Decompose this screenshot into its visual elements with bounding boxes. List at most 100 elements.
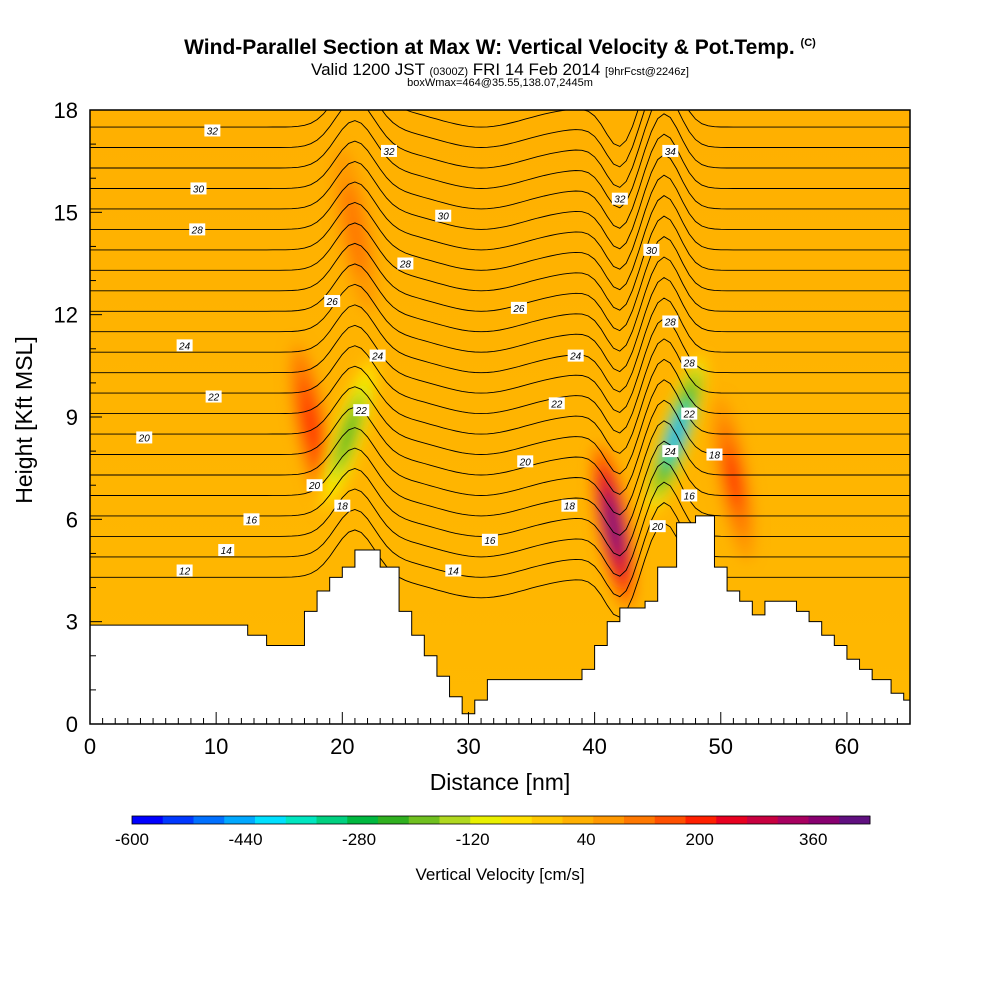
y-tick-label: 18 xyxy=(54,98,78,123)
y-tick-label: 3 xyxy=(66,610,78,635)
colorbar-swatch xyxy=(685,816,717,824)
contour-label-bg xyxy=(611,192,628,205)
contour-label-text: 28 xyxy=(683,358,696,369)
velocity-core xyxy=(727,454,740,502)
x-axis: 0 10 20 30 40 50 60 xyxy=(84,712,911,759)
contour-label-bg xyxy=(369,349,386,362)
contour-label-bg xyxy=(353,404,370,417)
isentrope-line xyxy=(90,154,910,250)
contour-label-text: 18 xyxy=(709,451,721,462)
contour-label: 28 xyxy=(662,315,679,328)
velocity-core xyxy=(340,411,358,457)
isentrope-line xyxy=(90,113,910,209)
contour-label-text: 28 xyxy=(664,317,677,328)
isentrope-line xyxy=(90,379,910,475)
x-axis-title: Distance [nm] xyxy=(430,769,571,795)
colorbar-swatch xyxy=(808,816,840,824)
contour-label-bg xyxy=(435,209,452,222)
contour-label: 32 xyxy=(204,124,221,137)
colorbar-swatch xyxy=(777,816,809,824)
forecast-info: [9hrFcst@2246z] xyxy=(605,66,689,78)
contour-label-text: 24 xyxy=(178,341,191,352)
contour-label-text: 12 xyxy=(179,567,191,578)
y-tick-label: 12 xyxy=(54,303,78,328)
contour-label-text: 32 xyxy=(614,195,626,206)
contour-label: 24 xyxy=(567,349,584,363)
terrain xyxy=(90,515,910,724)
contour-label: 24 xyxy=(369,349,386,363)
x-tick-label: 20 xyxy=(330,734,354,759)
isentrope-line xyxy=(90,110,910,168)
isentrope-line xyxy=(90,338,910,434)
contour-label: 22 xyxy=(353,404,370,417)
contour-label: 20 xyxy=(649,520,666,533)
isentrope-line xyxy=(90,236,910,332)
isentrope-line xyxy=(90,133,910,229)
contour-label-bg xyxy=(649,520,666,533)
isentrope-line xyxy=(90,358,910,454)
contour-label-text: 28 xyxy=(399,260,412,271)
x-tick-label: 30 xyxy=(456,734,480,759)
y-tick-label: 9 xyxy=(66,405,78,430)
contour-label-text: 20 xyxy=(308,481,321,492)
chart-title: Wind-Parallel Section at Max W: Vertical… xyxy=(0,36,1000,60)
contour-label-text: 16 xyxy=(246,515,258,526)
contour-label-text: 18 xyxy=(337,502,349,513)
isentrope-line xyxy=(90,195,910,291)
contour-label: 20 xyxy=(517,455,534,468)
colorbar-swatch xyxy=(285,816,317,824)
colorbar-swatch xyxy=(132,816,164,824)
contour-label: 30 xyxy=(435,209,452,223)
contour-label-bg xyxy=(334,499,351,512)
contour-label-text: 30 xyxy=(193,184,205,195)
contour-label-bg xyxy=(510,301,527,314)
contour-label-text: 22 xyxy=(355,406,368,417)
contour-label: 14 xyxy=(218,544,235,557)
colorbar-swatch xyxy=(255,816,287,824)
contour-label: 24 xyxy=(662,445,679,458)
colorbar-swatch xyxy=(193,816,225,824)
colorbar-swatch xyxy=(747,816,779,824)
y-tick-label: 0 xyxy=(66,712,78,737)
contour-label-text: 20 xyxy=(651,522,664,533)
contour-label-bg xyxy=(243,513,260,526)
contour-label-bg xyxy=(445,564,462,577)
colorbar-tick-label: 40 xyxy=(577,830,596,849)
y-tick-label: 15 xyxy=(54,200,78,225)
contour-label: 34 xyxy=(662,144,679,158)
contour-label: 20 xyxy=(136,431,153,444)
contour-label-text: 32 xyxy=(383,147,395,158)
colorbar: -600 -440 -280 -120 40 200 360 xyxy=(115,815,871,849)
contour-label-bg xyxy=(706,448,723,461)
contour-label: 28 xyxy=(681,356,698,369)
contour-label-text: 16 xyxy=(684,491,696,502)
contour-label-text: 34 xyxy=(665,147,677,158)
contour-label-bg xyxy=(190,182,207,195)
colorbar-swatch xyxy=(470,816,502,824)
x-tick-label: 60 xyxy=(835,734,859,759)
y-tick-label: 6 xyxy=(66,507,78,532)
contour-label-bg xyxy=(567,349,584,362)
contour-label: 22 xyxy=(548,397,565,410)
x-tick-label: 0 xyxy=(84,734,96,759)
contour-label-bg xyxy=(176,564,193,577)
chart-subtitle: Valid 1200 JST (0300Z) FRI 14 Feb 2014 [… xyxy=(0,60,1000,80)
colorbar-swatch xyxy=(439,816,471,824)
isentrope-line xyxy=(90,317,910,414)
contour-label: 26 xyxy=(510,301,527,315)
isentrope-line xyxy=(90,276,910,373)
contour-label-bg xyxy=(397,257,414,270)
colorbar-swatch xyxy=(839,816,871,824)
contour-label-bg xyxy=(189,223,206,236)
contour-label-bg xyxy=(643,243,660,256)
contour-label: 12 xyxy=(176,564,193,578)
colorbar-title: Vertical Velocity [cm/s] xyxy=(415,865,584,884)
contour-label-bg xyxy=(324,295,341,308)
colorbar-swatch xyxy=(378,816,410,824)
isentrope-contours xyxy=(90,110,910,618)
contour-label: 32 xyxy=(611,192,628,206)
contour-label: 16 xyxy=(681,489,698,502)
x-tick-label: 10 xyxy=(204,734,228,759)
colorbar-swatch xyxy=(716,816,748,824)
